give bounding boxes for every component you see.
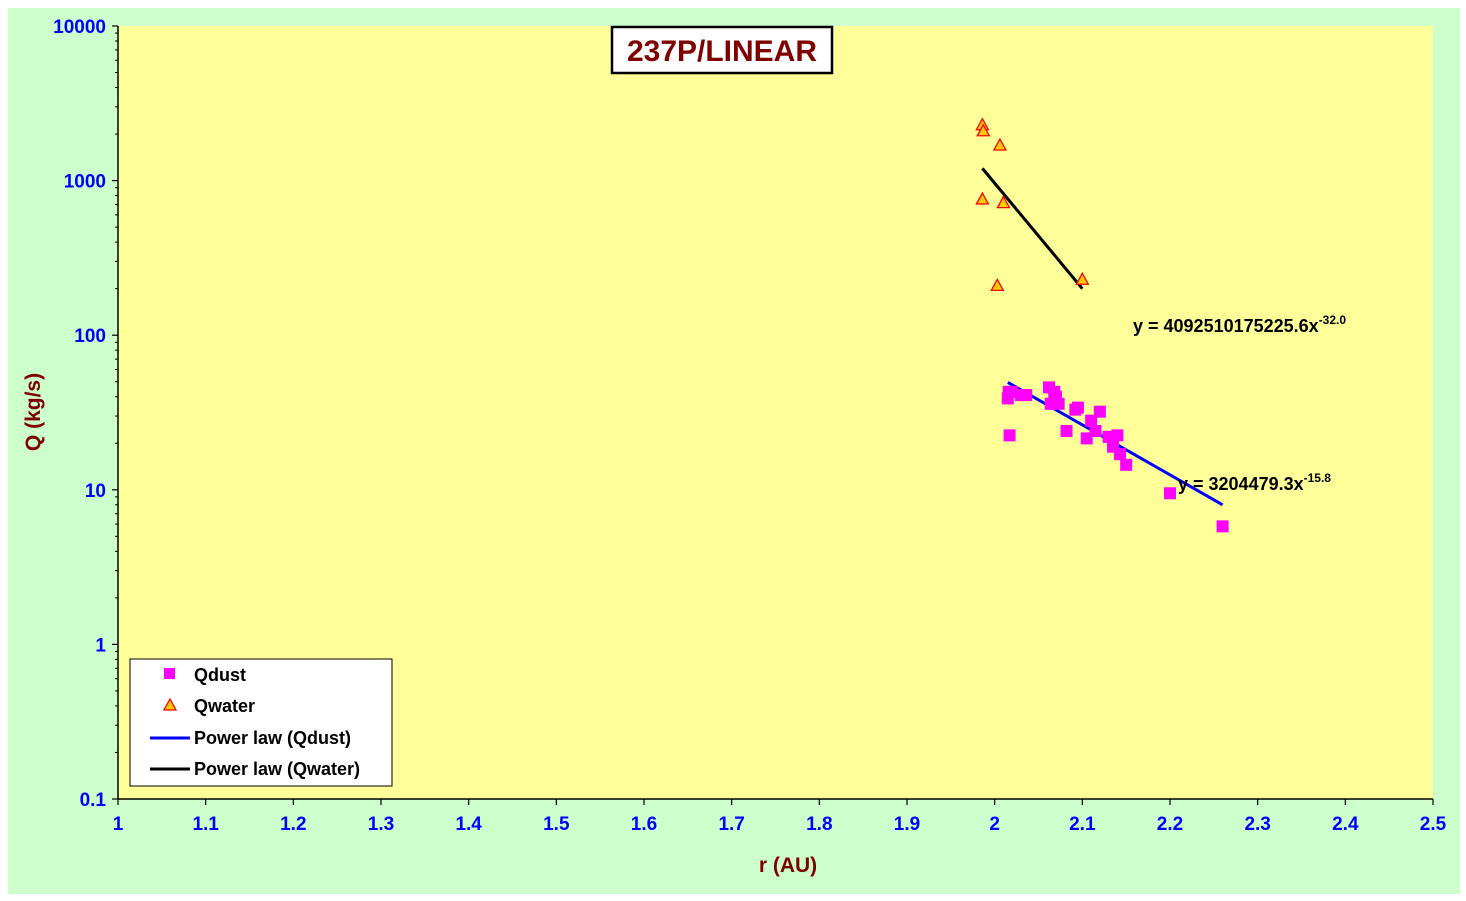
x-tick-label: 1 xyxy=(113,814,124,835)
water-fit-equation-exponent: -32.0 xyxy=(1319,313,1347,327)
qdust-point xyxy=(1052,397,1065,410)
x-tick-label: 1.4 xyxy=(455,814,482,835)
dust-fit-equation-exponent: -15.8 xyxy=(1304,471,1332,485)
qdust-point xyxy=(1071,401,1084,414)
dust-fit-equation-base: y = 3204479.3x xyxy=(1178,474,1304,494)
legend-qdust-marker xyxy=(164,668,175,679)
axes xyxy=(117,26,1433,800)
y-tick-label: 10000 xyxy=(53,17,106,38)
y-tick-label: 1 xyxy=(95,635,106,656)
title-box: 237P/LINEAR xyxy=(610,25,834,75)
x-tick-label: 2.5 xyxy=(1420,814,1447,835)
qwater-point xyxy=(996,195,1011,209)
y-axis-title: Q (kg/s) xyxy=(22,373,45,451)
dust-fit-equation: y = 3204479.3x-15.8 xyxy=(1178,471,1331,494)
x-axis-title: r (AU) xyxy=(759,854,817,877)
legend-qdust-label: Qdust xyxy=(194,665,246,685)
qdust-point xyxy=(1216,520,1229,533)
title-frame xyxy=(610,25,834,75)
y-tick-label: 0.1 xyxy=(80,790,107,811)
qwater-point xyxy=(975,191,990,205)
x-tick-label: 1.5 xyxy=(543,814,570,835)
qdust-point xyxy=(1060,425,1073,438)
x-tick-label: 1.9 xyxy=(894,814,920,835)
water-power-law-line xyxy=(981,167,1084,290)
x-tick-label: 1.7 xyxy=(718,814,744,835)
legend-dust-fit-label: Power law (Qdust) xyxy=(194,728,351,748)
qwater-point xyxy=(976,123,991,137)
x-tick-label: 2 xyxy=(989,814,1000,835)
x-tick-label: 2.1 xyxy=(1069,814,1096,835)
x-tick-label: 2.3 xyxy=(1244,814,1270,835)
x-tick-label: 1.3 xyxy=(368,814,394,835)
qdust-point xyxy=(1003,429,1016,442)
qwater-point xyxy=(1075,271,1090,285)
x-tick-label: 2.4 xyxy=(1332,814,1359,835)
y-tick-label: 10 xyxy=(85,481,106,502)
qdust-point xyxy=(1089,425,1102,438)
water-fit-equation: y = 4092510175225.6x-32.0 xyxy=(1133,313,1346,336)
legend-qwater-marker xyxy=(162,697,178,711)
qdust-point xyxy=(1020,389,1033,402)
legend: Qdust Qwater Power law (Qdust) Power law… xyxy=(129,658,393,787)
qwater-point xyxy=(992,137,1008,151)
x-tick-label: 2.2 xyxy=(1157,814,1183,835)
legend-water-fit-label: Power law (Qwater) xyxy=(194,759,360,779)
qdust-point xyxy=(1120,458,1133,471)
x-tick-label: 1.8 xyxy=(806,814,832,835)
qdust-point xyxy=(1164,487,1176,500)
data-points xyxy=(975,117,1229,533)
x-tick-label: 1.1 xyxy=(192,814,219,835)
y-tick-label: 1000 xyxy=(64,172,106,193)
qdust-point xyxy=(1114,448,1127,461)
x-ticks: 1 1.1 1.2 1.3 1.4 1.5 1.6 1.7 1.8 1.9 2 2.1 2.2 2.3 2.… xyxy=(113,799,1447,835)
x-tick-label: 1.2 xyxy=(280,814,306,835)
legend-qwater-label: Qwater xyxy=(194,696,255,716)
legend-box xyxy=(129,658,393,787)
qdust-point xyxy=(1111,429,1124,442)
chart-title: 237P/LINEAR xyxy=(627,35,817,68)
qdust-point xyxy=(1093,405,1106,418)
x-tick-label: 1.6 xyxy=(631,814,657,835)
water-fit-equation-base: y = 4092510175225.6x xyxy=(1133,316,1319,336)
y-ticks: 10000 1000 100 10 1 0.1 xyxy=(53,17,118,811)
y-tick-label: 100 xyxy=(74,326,106,347)
qwater-point xyxy=(990,278,1005,292)
